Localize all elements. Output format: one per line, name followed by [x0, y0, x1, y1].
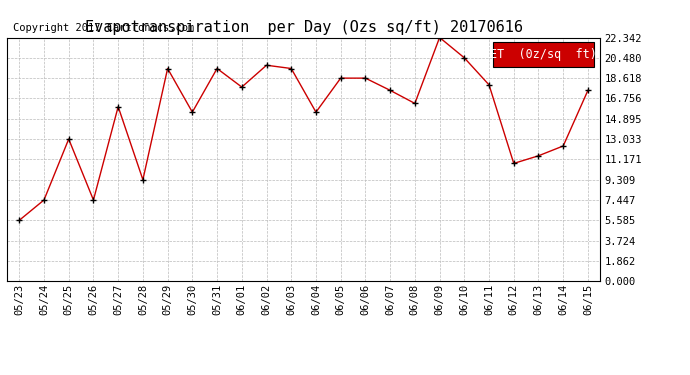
FancyBboxPatch shape [493, 42, 594, 67]
Text: ET  (0z/sq  ft): ET (0z/sq ft) [491, 48, 598, 61]
Title: Evapotranspiration  per Day (Ozs sq/ft) 20170616: Evapotranspiration per Day (Ozs sq/ft) 2… [85, 20, 522, 35]
Text: Copyright 2017 Cartronics.com: Copyright 2017 Cartronics.com [13, 22, 194, 33]
